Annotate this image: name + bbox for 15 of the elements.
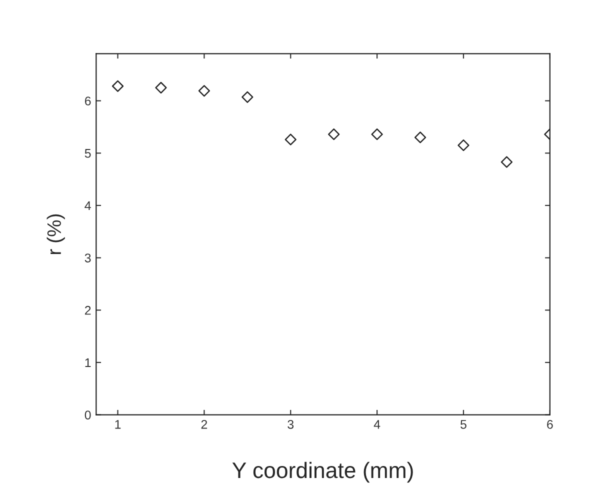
y-axis-title: r (%) <box>46 214 65 254</box>
x-tick-label: 4 <box>374 420 380 429</box>
x-tick-label: 5 <box>460 420 466 429</box>
y-tick-label: 5 <box>84 149 91 158</box>
y-tick-label: 4 <box>84 201 91 210</box>
y-tick-label: 6 <box>84 96 91 106</box>
x-tick-label: 2 <box>201 420 208 429</box>
x-tick-label: 6 <box>547 420 553 429</box>
y-tick-label: 1 <box>85 358 91 367</box>
y-tick-label: 3 <box>84 254 91 262</box>
x-tick-label: 1 <box>115 420 121 429</box>
x-tick-label: 3 <box>288 420 294 429</box>
y-tick-label: 0 <box>84 410 91 420</box>
y-tick-label: 2 <box>84 306 91 315</box>
x-axis-title: Y coordinate (mm) <box>232 462 413 483</box>
